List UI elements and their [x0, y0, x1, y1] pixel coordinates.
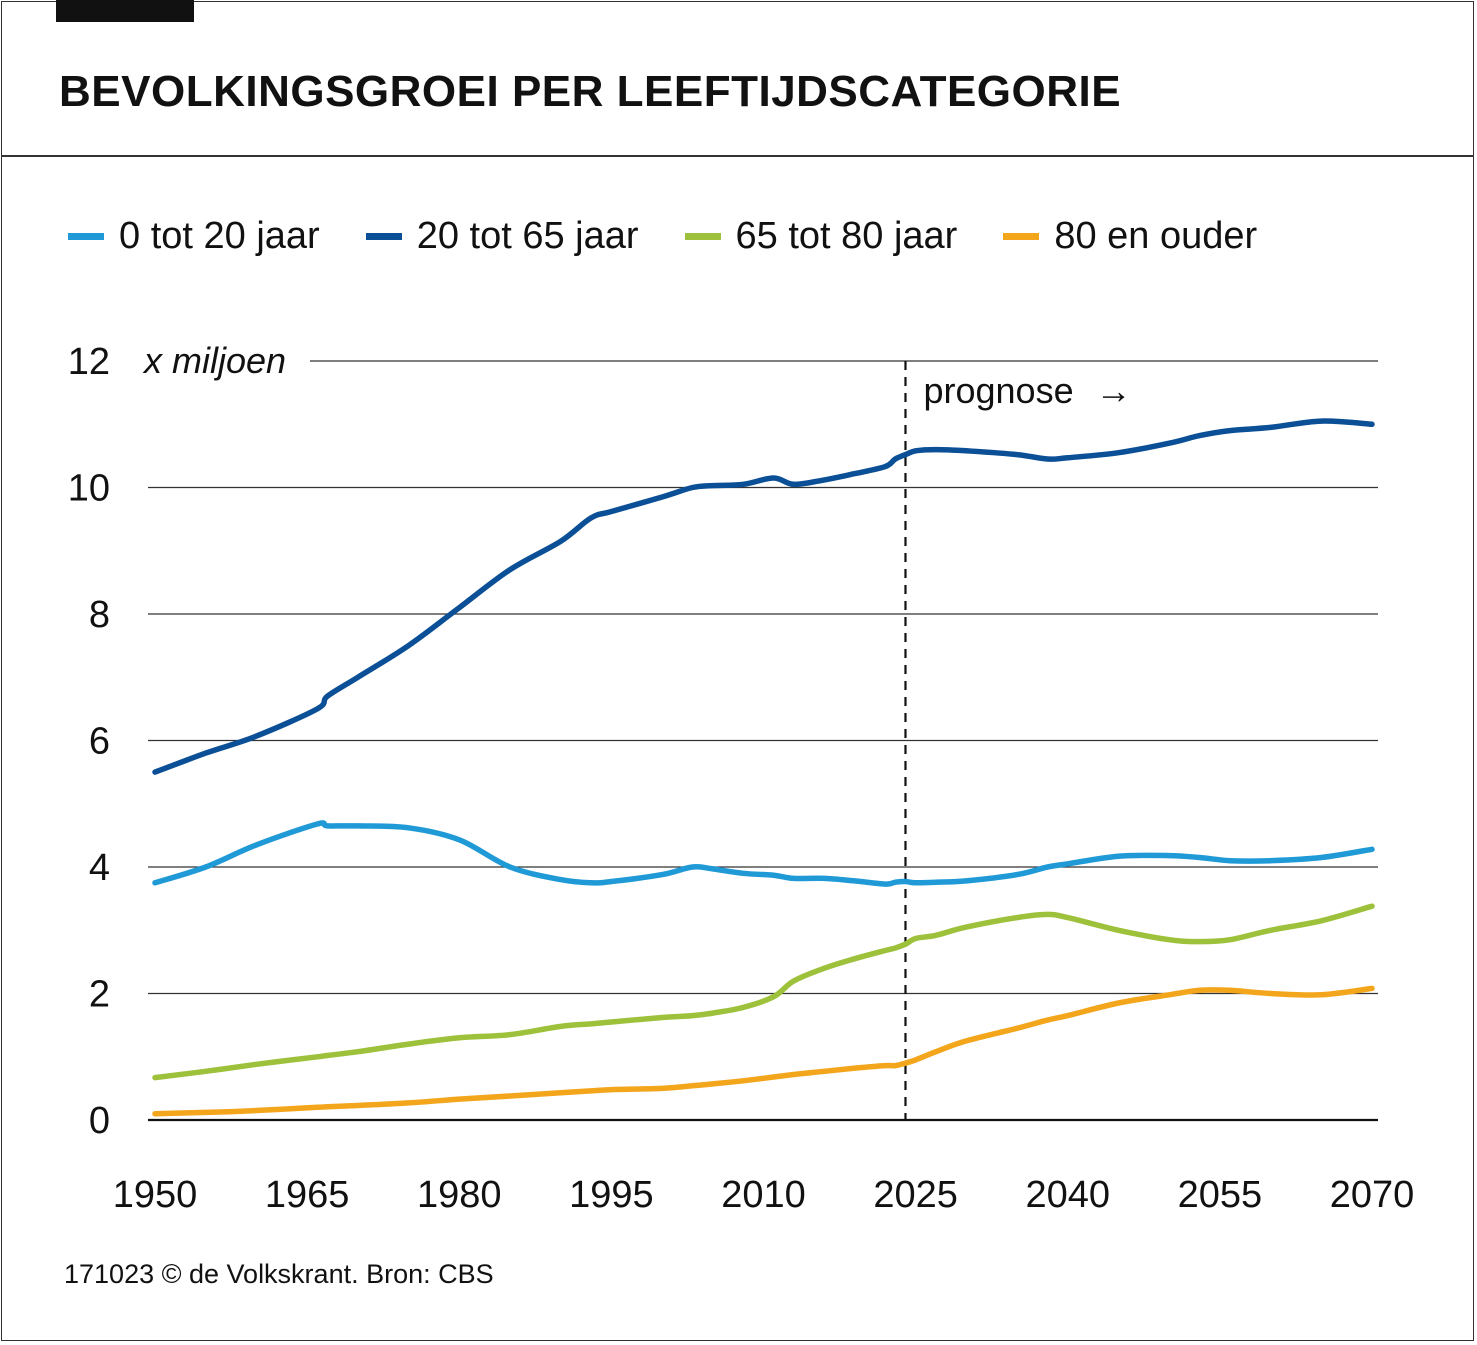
x-axis-ticks: 1950 1965 1980 1995 2010 2025 2040 2055 2070 [113, 1174, 1415, 1216]
legend-swatch-20-65 [365, 232, 402, 240]
legend-swatch-80-plus [1003, 232, 1040, 240]
legend-label-20-65: 20 tot 65 jaar [416, 215, 639, 257]
top-accent-bar [56, 0, 194, 22]
legend-item-20-65: 20 tot 65 jaar [365, 210, 639, 262]
y-tick-label-0: 0 [89, 1100, 110, 1142]
y-tick-label-4: 4 [89, 847, 110, 889]
x-tick-label-1995: 1995 [569, 1174, 654, 1216]
gridlines [148, 360, 1378, 1122]
chart-title: BEVOLKINGSGROEI PER LEEFTIJDSCATEGORIE [59, 67, 1122, 116]
prognose-label: prognose [923, 370, 1073, 411]
y-tick-label-10: 10 [68, 468, 110, 510]
x-tick-label-2040: 2040 [1025, 1174, 1110, 1216]
y-tick-label-12: 12 [68, 341, 110, 383]
legend-item-0-20: 0 tot 20 jaar [68, 210, 320, 262]
y-axis-ticks: 0 2 4 6 8 10 12 x miljoen [68, 340, 286, 1142]
legend: 0 tot 20 jaar 20 tot 65 jaar 65 tot 80 j… [68, 210, 1303, 262]
x-tick-label-1950: 1950 [113, 1174, 198, 1216]
x-tick-label-1980: 1980 [417, 1174, 502, 1216]
x-tick-label-2055: 2055 [1178, 1174, 1263, 1216]
legend-item-80-plus: 80 en ouder [1003, 210, 1257, 262]
prognose-annotation: prognose → [904, 361, 1131, 1120]
series-line-20-65 [152, 418, 1375, 775]
x-tick-label-2025: 2025 [873, 1174, 958, 1216]
series-line-80-plus [152, 985, 1375, 1117]
y-tick-label-2: 2 [89, 974, 110, 1016]
y-tick-label-8: 8 [89, 594, 110, 636]
prognose-arrow: → [1095, 370, 1131, 411]
series-line-65-80 [152, 903, 1375, 1081]
legend-label-65-80: 65 tot 80 jaar [735, 215, 958, 257]
title-divider [1, 155, 1474, 157]
legend-item-65-80: 65 tot 80 jaar [684, 210, 958, 262]
legend-swatch-0-20 [68, 232, 104, 240]
legend-label-80-plus: 80 en ouder [1054, 215, 1258, 257]
legend-swatch-65-80 [684, 232, 721, 240]
legend-label-0-20: 0 tot 20 jaar [119, 215, 320, 257]
source-footer: 171023 © de Volkskrant. Bron: CBS [64, 1259, 494, 1289]
series-line-0-20 [152, 820, 1375, 887]
x-tick-label-2070: 2070 [1330, 1174, 1415, 1216]
y-unit-label: x miljoen [142, 340, 286, 381]
series-lines [152, 418, 1375, 1117]
y-tick-label-6: 6 [89, 721, 110, 763]
x-tick-label-1965: 1965 [265, 1174, 350, 1216]
x-tick-label-2010: 2010 [721, 1174, 806, 1216]
